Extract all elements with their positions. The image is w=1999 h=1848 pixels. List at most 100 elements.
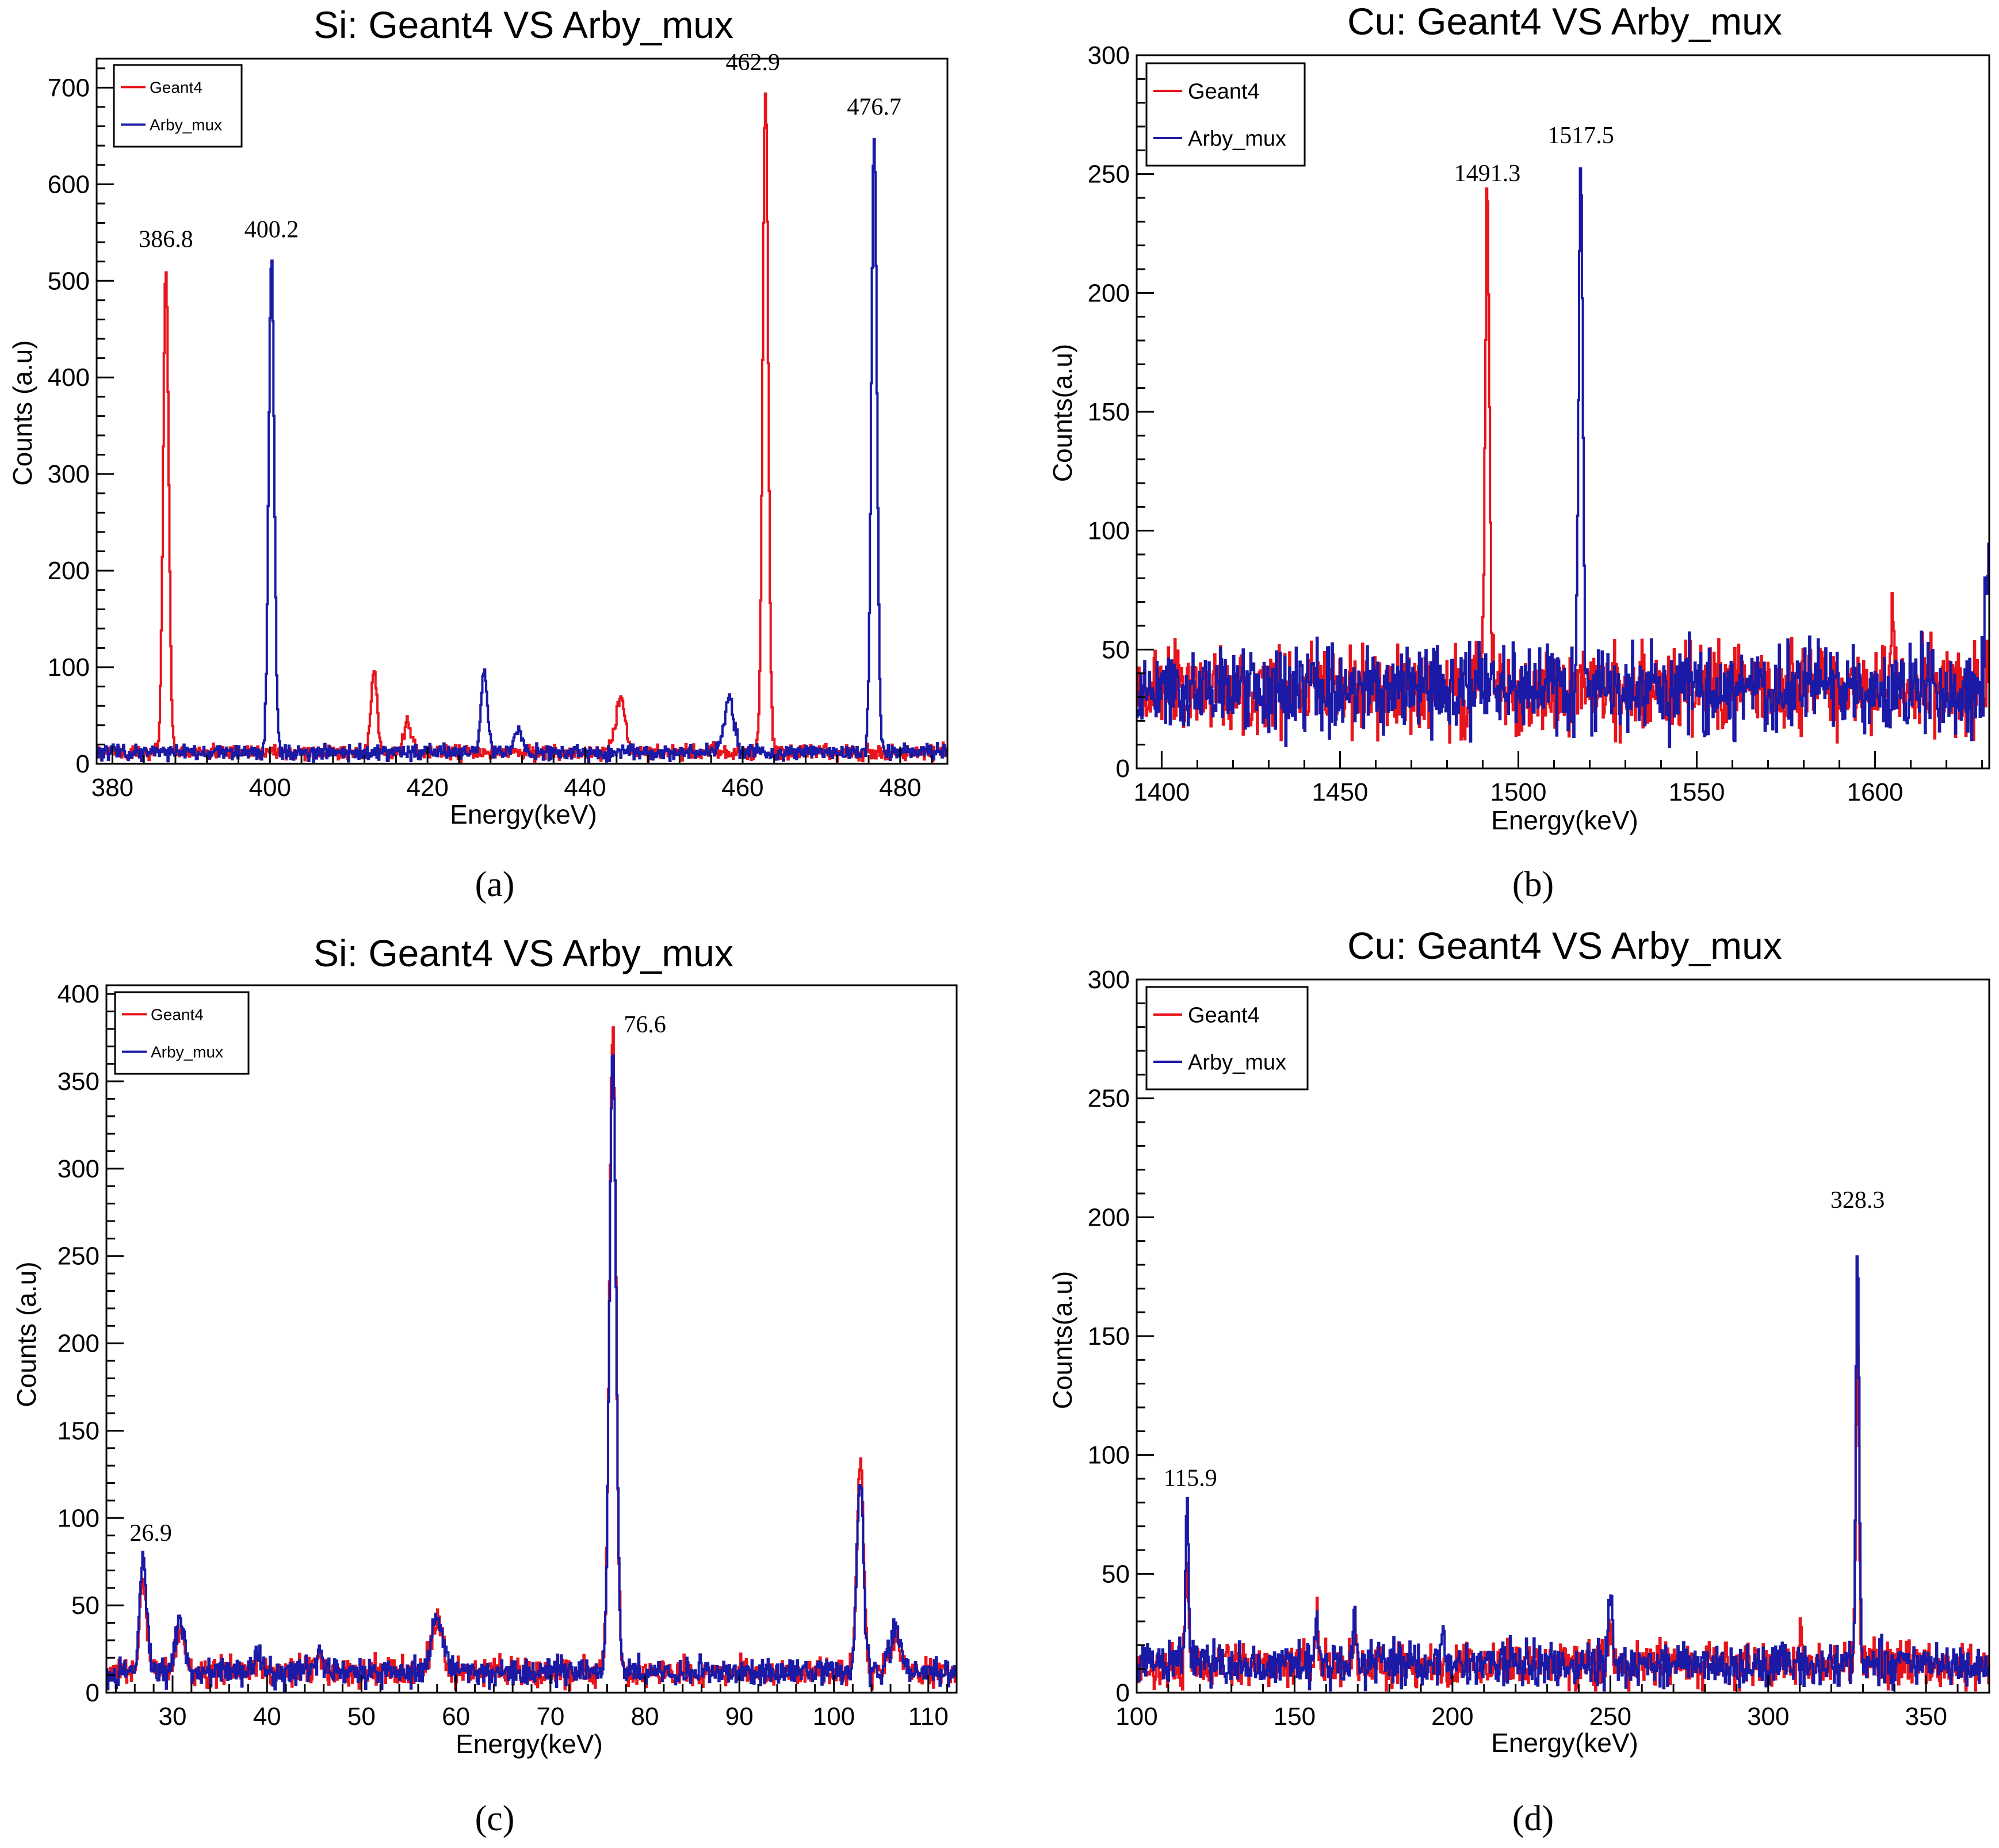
- panel-c-xtick-label: 100: [813, 1702, 855, 1731]
- panel-c-ytick-label: 350: [58, 1068, 100, 1096]
- panel-b-title: Cu: Geant4 VS Arby_mux: [1347, 0, 1782, 43]
- panel-c-legend-box: [114, 991, 250, 1075]
- panel-a-xtick-label: 400: [249, 774, 291, 802]
- panel-a-legend-label: Geant4: [150, 78, 202, 96]
- panel-a-series-arby-mux: [96, 138, 948, 764]
- panel-b-xtick-label: 1600: [1847, 778, 1904, 806]
- panel-c-caption: (c): [475, 1799, 515, 1838]
- panel-b-peak-label: 1517.5: [1547, 123, 1614, 149]
- panel-a-xlabel: Energy(keV): [450, 799, 597, 829]
- panel-c-ytick-label: 200: [58, 1330, 100, 1358]
- panel-b-legend-box: [1145, 62, 1306, 167]
- panel-c-ytick-label: 150: [58, 1417, 100, 1445]
- panel-a-xtick-label: 380: [91, 774, 133, 802]
- panel-d-series-arby-mux: [1136, 1255, 1990, 1692]
- panel-c-xtick-label: 50: [347, 1702, 376, 1731]
- panel-c-legend-label: Arby_mux: [151, 1043, 223, 1061]
- panel-c-ytick-label: 50: [71, 1591, 100, 1620]
- panel-c-peak-label: 26.9: [129, 1520, 172, 1547]
- panel-b-xlabel: Energy(keV): [1491, 805, 1638, 835]
- panel-c-ytick-label: 300: [58, 1155, 100, 1183]
- panel-a-peak-label: 386.8: [139, 226, 193, 252]
- panel-c-xtick-label: 60: [442, 1702, 470, 1731]
- panel-a-ytick-label: 600: [48, 170, 90, 198]
- panel-a-peak-label: 462.9: [725, 49, 780, 76]
- panel-b-ytick-label: 100: [1088, 517, 1130, 545]
- panel-d-plot: 100 150 200 250 300 350 0 50 100 150 200 250 300 115.…: [1088, 966, 1990, 1731]
- panel-c-title: Si: Geant4 VS Arby_mux: [314, 932, 733, 974]
- panel-a-xtick-label: 440: [564, 774, 606, 802]
- panel-c-legend: Geant4 Arby_mux: [114, 991, 250, 1075]
- panel-d-xtick-label: 150: [1274, 1702, 1316, 1731]
- panel-b-ytick-label: 50: [1102, 636, 1130, 664]
- panel-d-ytick-label: 300: [1088, 966, 1130, 994]
- panel-d-ylabel: Counts(a.u): [1048, 1271, 1077, 1409]
- panel-a-xtick-label: 420: [406, 774, 448, 802]
- panel-a-peak-label: 476.7: [847, 94, 901, 120]
- panel-c-xtick-label: 90: [725, 1702, 754, 1731]
- panel-a-legend-box: [113, 64, 243, 148]
- panel-b-xtick-label: 1450: [1312, 778, 1369, 806]
- panel-d-ytick-label: 250: [1088, 1085, 1130, 1113]
- panel-b-series-arby-mux: [1136, 167, 1990, 748]
- panel-a-caption: (a): [475, 865, 515, 904]
- panel-a-ytick-label: 500: [48, 267, 90, 295]
- panel-d-ytick-label: 100: [1088, 1441, 1130, 1470]
- panel-d-xtick-label: 350: [1905, 1702, 1947, 1731]
- panel-c-ytick-label: 250: [58, 1242, 100, 1271]
- panel-c-xtick-label: 110: [908, 1702, 949, 1731]
- panel-b-ytick-label: 250: [1088, 160, 1130, 189]
- panel-c-legend-label: Geant4: [151, 1005, 204, 1023]
- panel-a-ylabel: Counts (a.u): [7, 340, 37, 485]
- panel-c-xtick-label: 40: [253, 1702, 281, 1731]
- panel-d-ytick-label: 0: [1116, 1679, 1130, 1707]
- panel-a-title: Si: Geant4 VS Arby_mux: [314, 3, 733, 46]
- panel-b-ytick-label: 300: [1088, 41, 1130, 70]
- panel-c-ytick-label: 400: [58, 980, 100, 1008]
- panel-b-ylabel: Counts(a.u): [1048, 344, 1077, 482]
- panel-d-legend-label: Arby_mux: [1188, 1051, 1286, 1075]
- panel-a-plot: 380 400 420 440 460 480 0 100 200 300 400 500 600 700…: [48, 49, 949, 802]
- panel-a-legend: Geant4 Arby_mux: [113, 64, 243, 148]
- panel-d: Cu: Geant4 VS Arby_mux Energy(keV) Count…: [1048, 924, 1990, 1838]
- panel-b-legend: Geant4 Arby_mux: [1145, 62, 1306, 167]
- panel-a-xtick-label: 460: [721, 774, 763, 802]
- panel-b-xtick-label: 1400: [1133, 778, 1190, 806]
- panel-c-xtick-label: 30: [158, 1702, 186, 1731]
- panel-d-legend: Geant4 Arby_mux: [1145, 986, 1309, 1091]
- panel-d-legend-label: Geant4: [1188, 1004, 1260, 1028]
- panel-b-legend-label: Arby_mux: [1188, 127, 1286, 151]
- panel-c: Si: Geant4 VS Arby_mux Energy(keV) Count…: [12, 932, 958, 1838]
- panel-b: Cu: Geant4 VS Arby_mux Energy(keV) Count…: [1048, 0, 1990, 904]
- panel-a-peak-label: 400.2: [244, 217, 299, 243]
- panel-d-xtick-label: 300: [1747, 1702, 1789, 1731]
- panel-c-plot: 30 40 50 60 70 80 90 100 110 0 50 100 150 200 250 300 35…: [58, 980, 958, 1731]
- panel-b-legend-label: Geant4: [1188, 80, 1260, 104]
- panel-b-xtick-label: 1550: [1669, 778, 1725, 806]
- panel-d-xtick-label: 250: [1589, 1702, 1631, 1731]
- panel-b-ytick-label: 200: [1088, 279, 1130, 307]
- panel-a-ytick-label: 0: [76, 750, 90, 778]
- panel-c-ytick-label: 0: [86, 1679, 100, 1707]
- panel-d-title: Cu: Geant4 VS Arby_mux: [1347, 924, 1782, 967]
- panel-a-ytick-label: 300: [48, 460, 90, 488]
- panel-d-ytick-label: 200: [1088, 1203, 1130, 1231]
- panel-a-ytick-label: 200: [48, 557, 90, 585]
- panel-d-peak-label: 328.3: [1830, 1187, 1885, 1214]
- panel-b-peak-label: 1491.3: [1454, 160, 1521, 187]
- panel-c-series-arby-mux: [106, 1054, 957, 1692]
- panel-c-xlabel: Energy(keV): [456, 1729, 603, 1759]
- panel-b-ytick-label: 0: [1116, 755, 1130, 783]
- panel-b-caption: (b): [1512, 865, 1554, 904]
- panel-b-plot: 1400 1450 1500 1550 1600 0 50 100 150 200 250 300 14…: [1088, 41, 1990, 806]
- panel-a-legend-label: Arby_mux: [150, 116, 222, 134]
- panel-a-ytick-label: 700: [48, 74, 90, 102]
- panel-c-ylabel: Counts (a.u): [12, 1261, 41, 1407]
- panel-c-ytick-label: 100: [58, 1504, 100, 1532]
- panel-c-xtick-label: 80: [631, 1702, 659, 1731]
- panel-a-ytick-label: 100: [48, 653, 90, 682]
- panel-b-ytick-label: 150: [1088, 398, 1130, 426]
- panel-d-xlabel: Energy(keV): [1491, 1728, 1638, 1758]
